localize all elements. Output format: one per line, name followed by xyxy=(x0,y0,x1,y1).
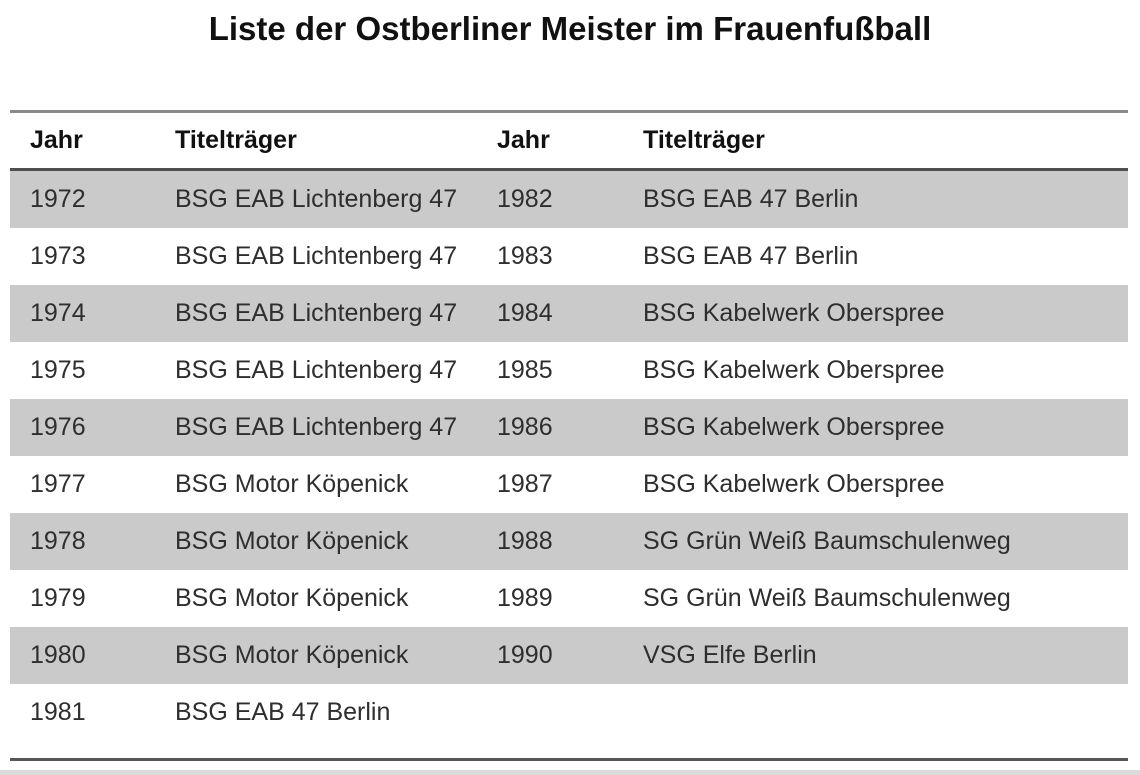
cell-year-left: 1972 xyxy=(30,185,86,213)
table-row: 1979 BSG Motor Köpenick 1989 SG Grün Wei… xyxy=(10,570,1128,627)
cell-year-right: 1987 xyxy=(497,470,553,498)
cell-club-right: BSG Kabelwerk Oberspree xyxy=(643,413,945,441)
table-row: 1974 BSG EAB Lichtenberg 47 1984 BSG Kab… xyxy=(10,285,1128,342)
cell-year-left: 1980 xyxy=(30,641,86,669)
cell-club-left: BSG EAB Lichtenberg 47 xyxy=(175,356,458,384)
cell-club-left: BSG EAB 47 Berlin xyxy=(175,698,391,726)
cell-club-right: SG Grün Weiß Baumschulenweg xyxy=(643,584,1011,612)
bottom-spacer xyxy=(10,741,1128,758)
cell-club-left: BSG Motor Köpenick xyxy=(175,527,409,555)
cell-club-left: BSG EAB Lichtenberg 47 xyxy=(175,413,458,441)
cell-club-right: BSG Kabelwerk Oberspree xyxy=(643,299,945,327)
cell-club-right: BSG Kabelwerk Oberspree xyxy=(643,470,945,498)
cell-club-right: BSG EAB 47 Berlin xyxy=(643,242,859,270)
cell-year-left: 1977 xyxy=(30,470,86,498)
cell-club-right: VSG Elfe Berlin xyxy=(643,641,817,669)
cell-year-right: 1990 xyxy=(497,641,553,669)
table-row: 1981 BSG EAB 47 Berlin xyxy=(10,684,1128,741)
header-cell-club-right: Titelträger xyxy=(643,126,765,154)
page-title: Liste der Ostberliner Meister im Frauenf… xyxy=(208,10,932,47)
table-row: 1977 BSG Motor Köpenick 1987 BSG Kabelwe… xyxy=(10,456,1128,513)
cell-year-left: 1976 xyxy=(30,413,86,441)
cell-year-right: 1988 xyxy=(497,527,553,555)
cell-year-right: 1982 xyxy=(497,185,553,213)
cell-club-right: SG Grün Weiß Baumschulenweg xyxy=(643,527,1011,555)
cell-year-right: 1983 xyxy=(497,242,553,270)
table-row: 1975 BSG EAB Lichtenberg 47 1985 BSG Kab… xyxy=(10,342,1128,399)
cell-year-right: 1989 xyxy=(497,584,553,612)
cell-year-right: 1985 xyxy=(497,356,553,384)
cell-year-left: 1978 xyxy=(30,527,86,555)
cell-year-right: 1986 xyxy=(497,413,553,441)
cell-year-left: 1975 xyxy=(30,356,86,384)
table-header: Jahr Titelträger Jahr Titelträger xyxy=(10,113,1128,168)
header-cell-year-right: Jahr xyxy=(497,126,550,154)
cell-club-left: BSG Motor Köpenick xyxy=(175,470,409,498)
table-bottom-rule xyxy=(10,758,1128,761)
cell-year-left: 1981 xyxy=(30,698,86,726)
cell-club-left: BSG Motor Köpenick xyxy=(175,584,409,612)
header-separator-rule xyxy=(10,168,1128,171)
champions-table: Jahr Titelträger Jahr Titelträger 1972 B… xyxy=(10,110,1128,761)
cell-year-right: 1984 xyxy=(497,299,553,327)
cell-year-left: 1973 xyxy=(30,242,86,270)
cell-year-left: 1974 xyxy=(30,299,86,327)
cell-club-left: BSG EAB Lichtenberg 47 xyxy=(175,299,458,327)
cell-club-left: BSG Motor Köpenick xyxy=(175,641,409,669)
table-top-rule xyxy=(10,110,1128,113)
cell-club-left: BSG EAB Lichtenberg 47 xyxy=(175,185,458,213)
table-row: 1972 BSG EAB Lichtenberg 47 1982 BSG EAB… xyxy=(10,171,1128,228)
table-body: 1972 BSG EAB Lichtenberg 47 1982 BSG EAB… xyxy=(10,171,1128,741)
header-cell-club-left: Titelträger xyxy=(175,126,297,154)
cell-year-left: 1979 xyxy=(30,584,86,612)
header-cell-year-left: Jahr xyxy=(30,126,83,154)
cell-club-right: BSG EAB 47 Berlin xyxy=(643,185,859,213)
table-row: 1978 BSG Motor Köpenick 1988 SG Grün Wei… xyxy=(10,513,1128,570)
table-row: 1976 BSG EAB Lichtenberg 47 1986 BSG Kab… xyxy=(10,399,1128,456)
table-row: 1980 BSG Motor Köpenick 1990 VSG Elfe Be… xyxy=(10,627,1128,684)
table-row: 1973 BSG EAB Lichtenberg 47 1983 BSG EAB… xyxy=(10,228,1128,285)
cell-club-left: BSG EAB Lichtenberg 47 xyxy=(175,242,458,270)
cell-club-right: BSG Kabelwerk Oberspree xyxy=(643,356,945,384)
bottom-edge-strip xyxy=(0,770,1140,775)
